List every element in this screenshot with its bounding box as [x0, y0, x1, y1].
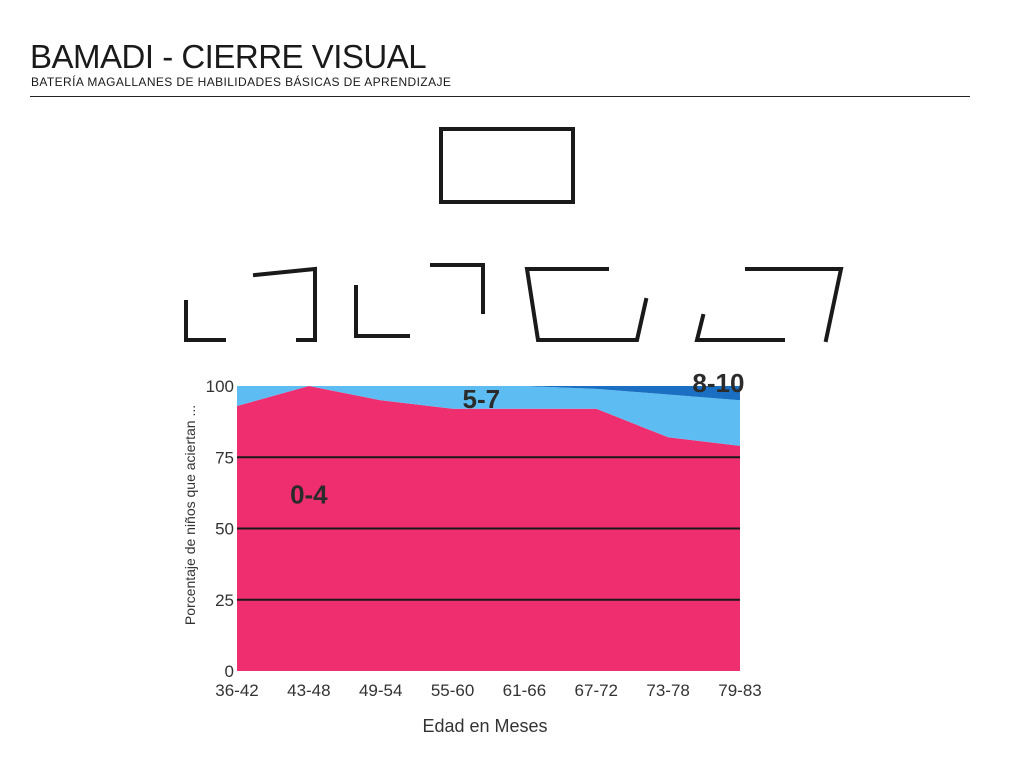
series-label-8-10: 8-10 — [692, 368, 744, 398]
option-figure-1 — [184, 266, 317, 342]
x-tick-label: 61-66 — [503, 681, 546, 700]
series-labels: 0-4 5-7 8-10 — [290, 368, 744, 509]
y-tick-label: 25 — [215, 591, 234, 610]
x-axis-ticks: 36-42 43-48 49-54 55-60 61-66 67-72 73-78 79-83 — [215, 681, 761, 700]
area-series-8-10 — [237, 386, 740, 401]
option-figure-3 — [524, 267, 649, 342]
series-label-0-4: 0-4 — [290, 479, 328, 509]
header-divider — [30, 96, 970, 97]
stimulus-figures — [184, 127, 844, 343]
series-label-5-7: 5-7 — [463, 384, 501, 414]
page-subtitle: BATERÍA MAGALLANES DE HABILIDADES BÁSICA… — [31, 75, 452, 89]
x-tick-label: 43-48 — [287, 681, 330, 700]
y-tick-label: 0 — [225, 662, 234, 681]
x-tick-label: 73-78 — [646, 681, 689, 700]
x-tick-label: 79-83 — [718, 681, 761, 700]
x-axis-title: Edad en Meses — [422, 716, 547, 736]
y-axis-ticks: 0 25 50 75 100 — [206, 377, 234, 681]
area-series-5-7 — [237, 386, 740, 446]
y-tick-label: 100 — [206, 377, 234, 396]
x-tick-label: 55-60 — [431, 681, 474, 700]
option-figure-2 — [354, 263, 485, 338]
chart: 0 25 50 75 100 36-42 43-48 49-54 55-60 61-66 67-7… — [182, 368, 762, 736]
x-tick-label: 49-54 — [359, 681, 402, 700]
chart-gridlines — [237, 456, 740, 601]
y-tick-label: 50 — [215, 520, 234, 539]
target-rectangle — [439, 127, 575, 204]
x-tick-label: 67-72 — [575, 681, 618, 700]
y-tick-label: 75 — [215, 448, 234, 467]
option-figure-4 — [694, 267, 844, 343]
x-tick-label: 36-42 — [215, 681, 258, 700]
page-title: BAMADI - CIERRE VISUAL — [30, 38, 427, 75]
y-axis-title: Porcentaje de niños que aciertan ... — [182, 405, 198, 625]
